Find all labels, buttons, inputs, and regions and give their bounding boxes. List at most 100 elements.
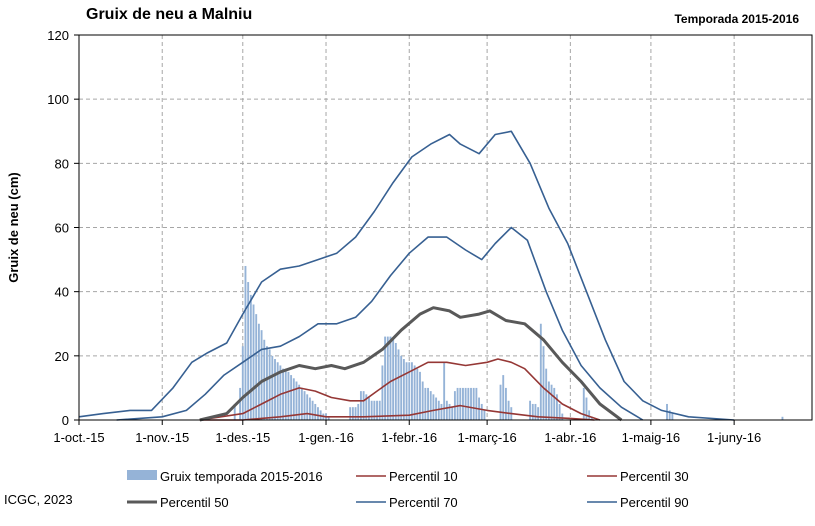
snow-depth-bar: [443, 362, 446, 420]
snow-depth-bar: [553, 387, 556, 420]
percentile-lines: [78, 130, 735, 422]
snow-depth-bar: [462, 387, 464, 420]
snow-depth-bar: [357, 403, 360, 420]
chart-subtitle: Temporada 2015-2016: [674, 12, 799, 26]
snow-depth-bar: [483, 410, 486, 420]
snow-depth-bar: [504, 387, 507, 420]
snow-depth-bar: [274, 359, 276, 420]
snow-depth-bar: [410, 362, 413, 420]
snow-depth-bar: [456, 387, 459, 420]
snow-depth-bar: [547, 381, 550, 420]
snow-depth-bar: [271, 355, 274, 420]
snow-depth-bar: [470, 387, 472, 420]
snow-depth-bar: [416, 368, 419, 420]
snow-depth-bar: [317, 407, 319, 420]
snow-depth-bar: [292, 378, 295, 420]
snow-depth-bar: [362, 391, 365, 420]
snow-depth-bar: [534, 403, 537, 420]
snow-depth-bar: [327, 416, 330, 420]
snow-depth-bar: [298, 384, 301, 420]
snow-depth-bar: [507, 400, 510, 420]
snow-depth-bar: [561, 413, 564, 420]
snow-depth-bar: [394, 343, 397, 420]
snow-depth-bar: [306, 394, 309, 420]
snow-depth-bar: [435, 397, 438, 420]
legend-label: Percentil 90: [620, 495, 689, 510]
snow-depth-bar: [373, 400, 376, 420]
snow-depth-bar: [502, 375, 505, 420]
snow-depth-bar: [781, 416, 784, 420]
snow-depth-bar: [555, 394, 558, 420]
snow-depth-bar: [550, 384, 553, 420]
snow-depth-bar: [241, 346, 244, 420]
x-tick-label: 1-des.-15: [215, 430, 270, 445]
x-tick-label: 1-febr.-16: [381, 430, 437, 445]
snow-depth-bar: [260, 330, 263, 420]
snow-depth-bar: [475, 387, 478, 420]
snow-depth-bar: [378, 400, 381, 420]
y-tick-label: 120: [47, 28, 69, 43]
percentile-line-90: [78, 130, 735, 421]
snow-depth-bar: [376, 400, 378, 420]
plot-frame: [78, 34, 813, 421]
legend-label: Percentil 30: [620, 469, 689, 484]
snow-depth-bar: [268, 349, 271, 420]
y-tick-label: 100: [47, 92, 69, 107]
snow-depth-bar: [427, 387, 429, 420]
legend-label: Percentil 50: [160, 495, 229, 510]
legend-label: Percentil 70: [389, 495, 458, 510]
snow-depth-bar: [432, 394, 435, 420]
snow-depth-bar: [397, 349, 400, 420]
snow-depth-bar: [287, 371, 290, 420]
x-tick-label: 1-gen.-16: [298, 430, 354, 445]
snow-depth-bar: [429, 391, 432, 420]
snow-depth-bar: [408, 362, 411, 420]
snow-depth-bars: [233, 266, 784, 420]
snow-depth-bar: [257, 323, 260, 420]
snow-depth-bar: [300, 387, 303, 420]
credit-text: ICGC, 2023: [4, 492, 73, 507]
snow-depth-bar: [284, 368, 287, 420]
x-tick-label: 1-març-16: [457, 430, 516, 445]
snow-depth-bar: [349, 407, 352, 420]
snow-depth-bar: [314, 403, 317, 420]
snow-depth-bar: [539, 323, 542, 420]
snow-depth-bar: [308, 397, 311, 420]
x-tick-label: 1-maig-16: [622, 430, 681, 445]
snow-depth-bar: [295, 381, 298, 420]
snow-depth-bar: [437, 400, 440, 420]
snow-depth-bar: [419, 371, 421, 420]
y-tick-label: 40: [55, 285, 69, 300]
snow-depth-bar: [290, 375, 293, 420]
snow-depth-bar: [359, 391, 362, 420]
snow-depth-bar: [266, 346, 268, 420]
snow-depth-bar: [233, 403, 236, 420]
snow-depth-bar: [239, 387, 242, 420]
snow-depth-bar: [354, 407, 357, 420]
snow-depth-bar: [453, 391, 456, 420]
snow-depth-bar: [386, 336, 389, 420]
x-tick-label: 1-abr.-16: [544, 430, 596, 445]
y-tick-label: 60: [55, 221, 69, 236]
snow-depth-bar: [413, 365, 416, 420]
chart-grid: [79, 34, 812, 420]
snow-depth-bar: [467, 387, 470, 420]
percentile-line-50: [199, 306, 623, 422]
snow-depth-bar: [279, 365, 282, 420]
snow-depth-bar: [424, 387, 427, 420]
snow-depth-bar: [351, 407, 354, 420]
snow-depth-bar: [405, 362, 408, 420]
snow-depth-bar: [472, 387, 475, 420]
x-tick-label: 1-juny-16: [707, 430, 761, 445]
y-tick-label: 80: [55, 156, 69, 171]
snow-depth-bar: [365, 394, 368, 420]
snow-depth-bar: [252, 304, 255, 420]
snow-depth-bar: [537, 407, 540, 420]
snow-depth-bar: [303, 391, 306, 420]
snow-depth-bar: [384, 336, 387, 420]
snow-depth-bar: [529, 400, 532, 420]
snow-depth-bar: [282, 368, 284, 420]
legend-swatch-bars: [127, 470, 157, 480]
x-tick-label: 1-nov.-15: [135, 430, 189, 445]
chart-axes: 0 20 40 60 80 100 120 1-oct.-15 1-nov.-15 1-des.-…: [6, 28, 813, 445]
